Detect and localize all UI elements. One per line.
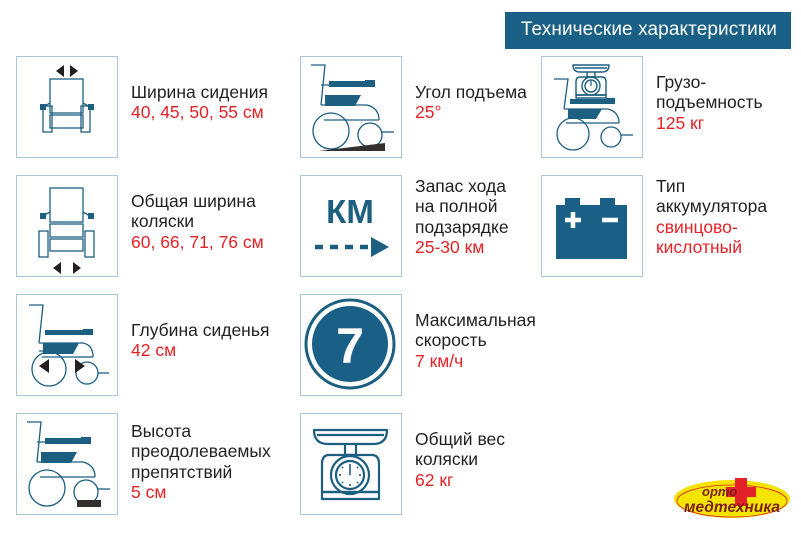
arrow-right-icon [75, 359, 85, 373]
spec-label: Общая ширина коляски [131, 191, 256, 232]
speed-number: 7 [336, 318, 364, 374]
ortomedtehnika-logo: орто медтехника [672, 472, 792, 526]
spec-label: Угол подъема [415, 82, 527, 102]
spec-value: 25-30 км [415, 236, 485, 257]
spec-item-total-weight: Общий вес коляски 62 кг [300, 413, 538, 515]
spec-item-obstacle-height: Высота преодолеваемых препятствий 5 см [16, 413, 296, 515]
spec-text: Общая ширина коляски 60, 66, 71, 76 см [118, 175, 296, 252]
spec-text: Глубина сиденья 42 см [118, 294, 296, 361]
spec-item-range: КМ Запас хода на полной подзарядке 25-30… [300, 175, 538, 277]
page-title: Технические характеристики [504, 12, 791, 49]
spec-value: 60, 66, 71, 76 см [131, 231, 264, 252]
spec-item-ramp-angle: Угол подъема 25° [300, 56, 538, 158]
arrow-left-icon [39, 359, 49, 373]
spec-text: Тип аккумулятора свинцово- кислотный [643, 175, 796, 257]
column-right: Грузо- подъемность 125 кг Тип аккумулято… [541, 56, 796, 294]
spec-label: Тип аккумулятора [656, 176, 768, 217]
scale-on-seat [572, 64, 610, 99]
wheelchair-side-seat-depth-icon [16, 294, 118, 396]
speed-circle-seven-icon: 7 [300, 294, 402, 396]
spec-value: 5 см [131, 481, 167, 502]
armrest-bar [45, 330, 83, 335]
armrest-bar [570, 99, 606, 104]
armrest-dot-right [88, 213, 94, 219]
arrow-right-icon [73, 262, 81, 274]
spec-item-max-speed: 7 Максимальная скорость 7 км/ч [300, 294, 538, 396]
spec-text: Высота преодолеваемых препятствий 5 см [118, 413, 296, 502]
battery-icon [541, 175, 643, 277]
km-range-arrow-icon: КМ [300, 175, 402, 277]
spec-text: Ширина сидения 40, 45, 50, 55 см [118, 56, 296, 123]
obstacle-block [77, 500, 101, 507]
ramp-wedge [319, 143, 385, 151]
spec-label: Высота преодолеваемых препятствий [131, 421, 271, 482]
spec-value: 62 кг [415, 469, 454, 490]
spec-text: Угол подъема 25° [402, 56, 538, 123]
wheelchair-with-scale-load-icon [541, 56, 643, 158]
seat-cushion [568, 109, 602, 119]
spec-value: 25° [415, 102, 442, 123]
spec-value: 125 кг [656, 112, 705, 133]
wheelchair-side-ramp-angle-icon [300, 56, 402, 158]
column-middle: Угол подъема 25° КМ Запас х [300, 56, 538, 532]
logo-text-bottom: медтехника [684, 499, 780, 516]
arrow-right-icon [70, 65, 78, 77]
wheelchair-front-total-width-icon [16, 175, 118, 277]
spec-item-seat-width: Ширина сидения 40, 45, 50, 55 см [16, 56, 296, 158]
spec-text: Запас хода на полной подзарядке 25-30 км [402, 175, 538, 257]
spec-label: Ширина сидения [131, 82, 268, 102]
column-left: Ширина сидения 40, 45, 50, 55 см [16, 56, 296, 532]
seat-cushion [325, 95, 361, 106]
seat-cushion [43, 343, 79, 354]
logo-ellipse [674, 480, 790, 518]
armrest-dot-right [88, 104, 94, 110]
wheelchair-side-obstacle-height-icon [16, 413, 118, 515]
armrest-dot-left [40, 104, 46, 110]
spec-value: 7 км/ч [415, 350, 464, 371]
spec-item-total-width: Общая ширина коляски 60, 66, 71, 76 см [16, 175, 296, 277]
wheelchair-front-seat-width-icon [16, 56, 118, 158]
logo-outline [676, 484, 788, 518]
arrow-left-icon [53, 262, 61, 274]
spec-value: 42 см [131, 340, 177, 361]
spec-label: Запас хода на полной подзарядке [415, 176, 509, 237]
spec-text: Общий вес коляски 62 кг [402, 413, 538, 490]
spec-label: Максимальная скорость [415, 310, 536, 351]
logo-cross-icon [726, 478, 756, 506]
spec-label: Грузо- подъемность [656, 72, 763, 113]
logo-text-top: орто [702, 484, 737, 499]
spec-value: 40, 45, 50, 55 см [131, 102, 264, 123]
kitchen-scale-icon [300, 413, 402, 515]
spec-text: Максимальная скорость 7 км/ч [402, 294, 538, 371]
seat-cushion [41, 452, 77, 463]
arrow-right-icon [371, 237, 389, 257]
armrest-dot-left [40, 213, 46, 219]
spec-item-battery-type: Тип аккумулятора свинцово- кислотный [541, 175, 796, 277]
armrest-bar [329, 81, 365, 87]
spec-label: Общий вес коляски [415, 429, 506, 470]
arrow-left-icon [56, 65, 64, 77]
spec-label: Глубина сиденья [131, 320, 270, 340]
spec-item-load-capacity: Грузо- подъемность 125 кг [541, 56, 796, 158]
armrest-bar [45, 438, 81, 444]
battery-body [556, 198, 627, 259]
km-text: КМ [326, 193, 374, 230]
spec-item-seat-depth: Глубина сиденья 42 см [16, 294, 296, 396]
spec-text: Грузо- подъемность 125 кг [643, 56, 796, 133]
spec-value: свинцово- кислотный [656, 216, 742, 257]
